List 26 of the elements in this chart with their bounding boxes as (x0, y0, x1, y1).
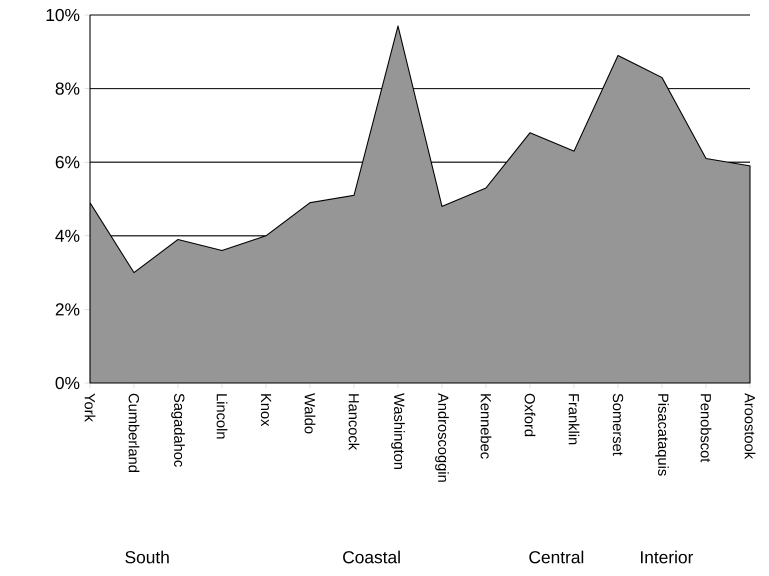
x-tick-label: Sagadahoc (171, 394, 185, 467)
x-tick-label: Somerset (612, 394, 624, 456)
x-tick-label: Aroostook (744, 393, 756, 460)
y-tick-label: 4% (55, 230, 80, 242)
x-tick-label: Penobscot (700, 394, 712, 462)
x-tick-label: Oxford (524, 394, 536, 436)
y-tick-label: 0% (56, 376, 80, 390)
x-tick-label: Franklin (568, 394, 580, 444)
x-tick-label: Androscoggin (435, 393, 449, 482)
text: Coastal (343, 550, 400, 564)
x-tick-label: Washington (391, 393, 405, 469)
y-tick-label: 2% (56, 303, 80, 316)
y-tick-label: 6% (56, 156, 80, 168)
y-tick-label: 10% (46, 8, 80, 22)
x-tick-label: Cumberland (128, 394, 140, 472)
x-tick-label: Lincoln (216, 394, 228, 439)
x-tick-label: Waldo (304, 393, 316, 434)
x-tick-label: York (84, 393, 96, 422)
x-tick-label: Pisacataquis (655, 394, 669, 476)
text: Central (529, 550, 584, 564)
y-tick-label: 8% (56, 82, 80, 95)
x-tick-label: Knox (260, 394, 272, 426)
text: Interior (641, 550, 694, 564)
x-tick-label: Kennebec (480, 394, 492, 459)
text: South (125, 550, 169, 564)
x-tick-label: Hancock (348, 394, 360, 450)
